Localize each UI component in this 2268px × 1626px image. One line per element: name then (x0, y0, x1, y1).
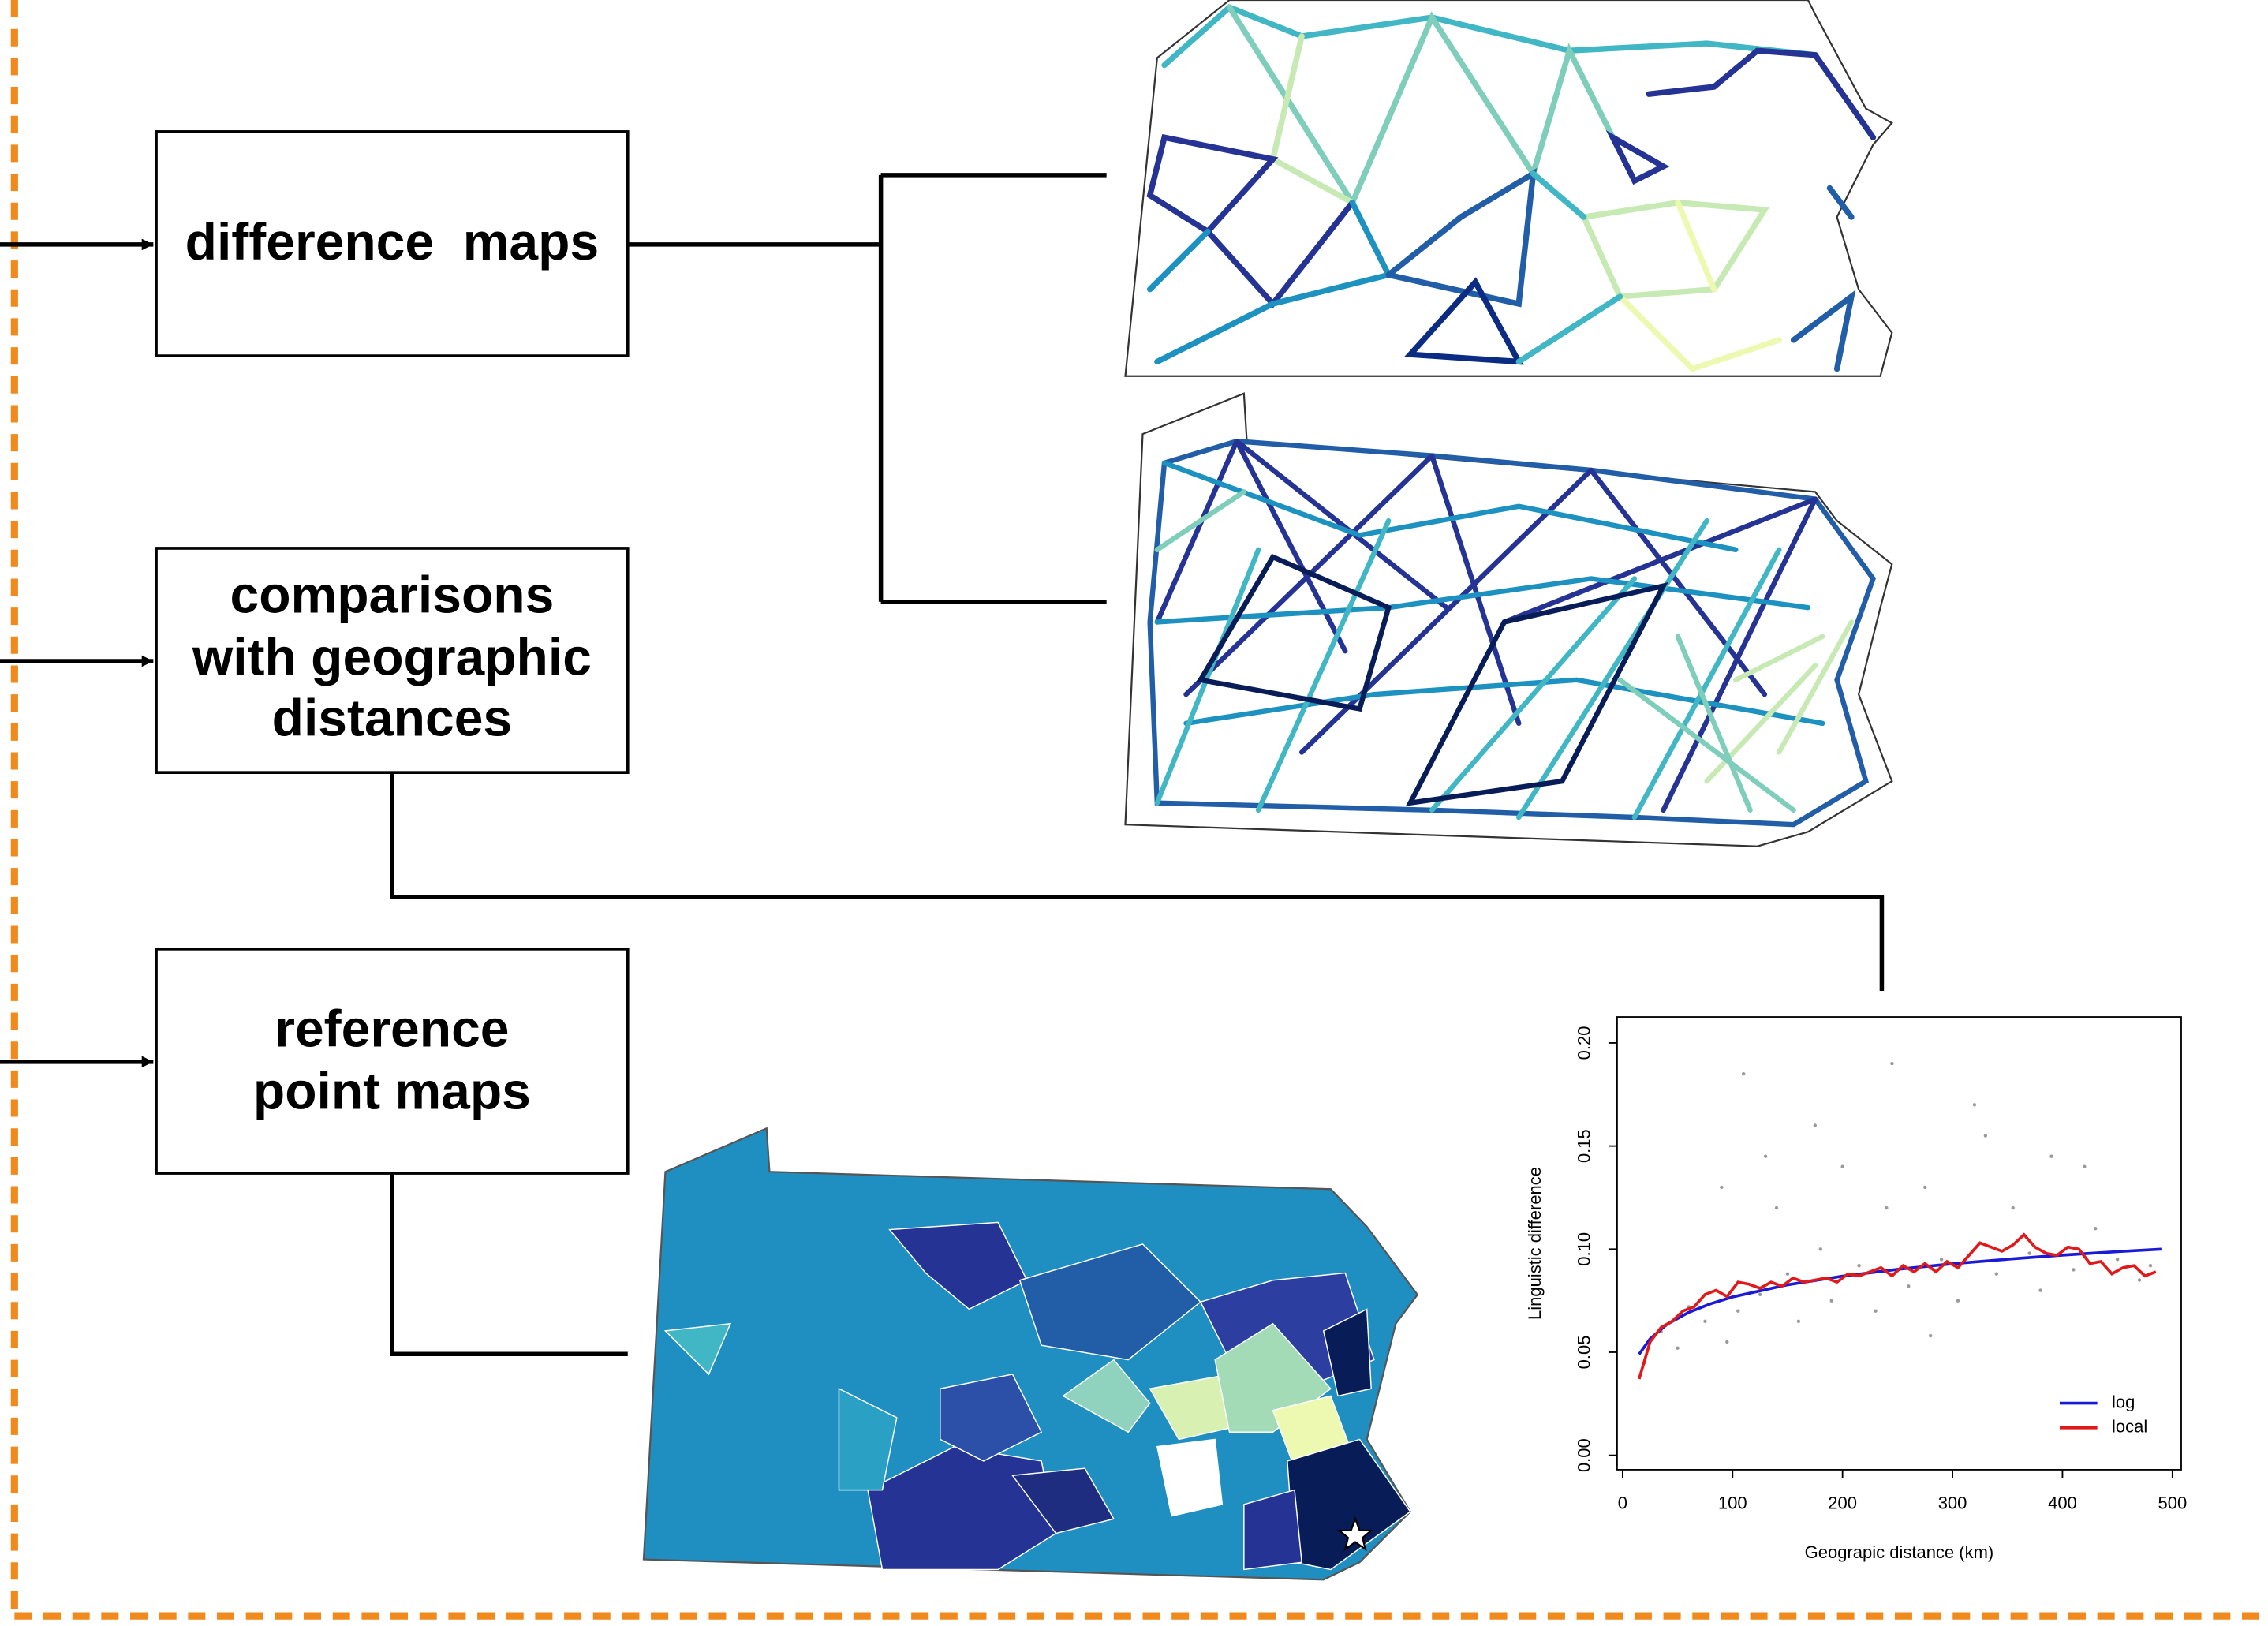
point (1763, 1154, 1768, 1158)
x-tick-label: 0 (1618, 1493, 1627, 1513)
connector (390, 1173, 628, 1356)
point (1874, 1309, 1878, 1313)
legend-label: log (2112, 1392, 2135, 1411)
x-tick-label: 200 (1828, 1493, 1857, 1513)
box-label: reference (275, 1000, 509, 1058)
point (1890, 1061, 1894, 1066)
point (1818, 1247, 1822, 1251)
network-map (1124, 0, 1893, 377)
legend-label: local (2112, 1417, 2147, 1437)
box-label: comparisons (230, 566, 554, 624)
point (1703, 1319, 1707, 1323)
point (1885, 1205, 1889, 1210)
x-tick-label: 400 (2048, 1493, 2077, 1513)
point (1796, 1319, 1801, 1323)
y-tick-label: 0.05 (1574, 1336, 1594, 1370)
connector (390, 772, 1885, 992)
box-label: with geographic (192, 627, 592, 686)
point (2094, 1226, 2098, 1231)
reference-map (642, 1127, 1419, 1581)
box (155, 547, 630, 774)
box-label: point maps (253, 1061, 531, 1120)
point (2137, 1278, 2142, 1282)
point (2049, 1154, 2053, 1158)
point (2038, 1288, 2042, 1292)
network-map (1124, 392, 1893, 847)
point (1758, 1292, 1762, 1296)
point (1736, 1309, 1740, 1313)
point (1907, 1284, 1911, 1288)
y-tick-label: 0.00 (1574, 1438, 1594, 1472)
box-label: distances (272, 688, 512, 746)
point (1928, 1333, 1933, 1338)
box (155, 130, 630, 357)
point (2011, 1205, 2015, 1210)
point (1829, 1299, 1833, 1303)
x-tick-label: 300 (1938, 1493, 1967, 1513)
point (1994, 1272, 1999, 1276)
point (2148, 1264, 2153, 1268)
box-label: difference maps (185, 212, 600, 271)
box (155, 948, 630, 1175)
point (1676, 1346, 1680, 1350)
point (1840, 1164, 1844, 1168)
x-axis-label: Geograpic distance (km) (1805, 1542, 1994, 1562)
point (1813, 1123, 1818, 1127)
line (1638, 1232, 2157, 1380)
x-tick-label: 100 (1718, 1493, 1747, 1513)
point (1956, 1299, 1960, 1303)
point (1720, 1185, 1724, 1190)
point (2072, 1268, 2076, 1272)
point (1923, 1185, 1927, 1190)
point (1742, 1071, 1746, 1076)
point (2027, 1251, 2031, 1255)
x-tick-label: 500 (2158, 1493, 2187, 1513)
point (1785, 1272, 1790, 1276)
scatter-plot: 0 100 200 300 400 500 0.00 0.05 0.10 0.15 0.20 Geog… (1525, 1026, 2187, 1563)
point (1774, 1205, 1779, 1210)
plot-frame (1616, 1016, 2182, 1471)
point (1983, 1134, 1988, 1138)
point (2115, 1258, 2120, 1262)
y-tick-label: 0.10 (1574, 1232, 1594, 1266)
y-axis-label: Linguistic difference (1525, 1167, 1545, 1320)
y-tick-label: 0.15 (1574, 1129, 1594, 1163)
point (1939, 1258, 1944, 1262)
point (1972, 1103, 1977, 1107)
point (1857, 1264, 1861, 1268)
connector (627, 173, 1107, 604)
point (1725, 1340, 1729, 1344)
point (2083, 1164, 2087, 1168)
y-tick-label: 0.20 (1574, 1026, 1594, 1060)
